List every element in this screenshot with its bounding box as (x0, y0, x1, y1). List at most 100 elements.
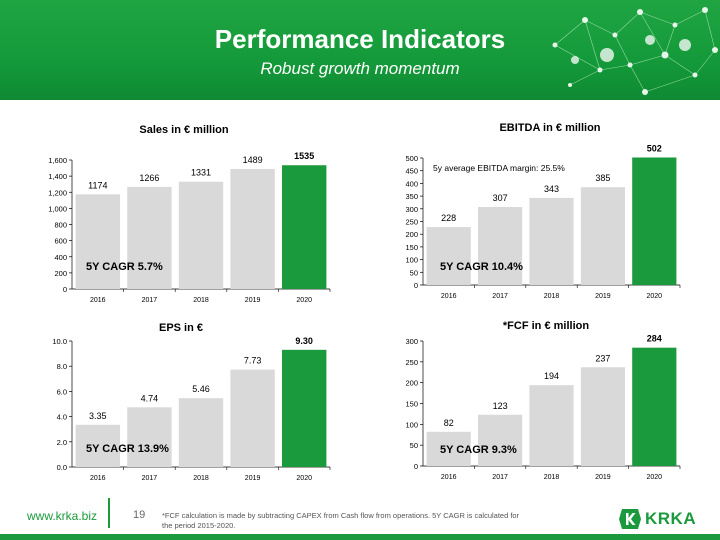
eps-y-tick-label: 8.0 (57, 362, 67, 371)
eps-bar-2020 (282, 349, 327, 467)
sales-bar-2016 (75, 194, 120, 289)
sales-y-tick-label: 1,000 (48, 204, 67, 213)
fcf-bar-2017 (477, 414, 523, 466)
eps-chart: EPS in € 0.0 2.0 4.0 6.0 8.0 10.0 2016 3.35 2017 4… (0, 315, 360, 490)
fcf-x-tick-label: 2018 (544, 474, 560, 481)
molecule-network-decoration (552, 7, 718, 95)
ebitda-x-tick-label: 2016 (441, 293, 457, 300)
sales-y-tick-label: 200 (54, 269, 67, 278)
eps-y-tick-label: 0.0 (57, 463, 67, 472)
footer-line (0, 534, 720, 540)
fcf-y-tick-label: 300 (405, 337, 418, 346)
eps-x-tick-label: 2019 (245, 475, 261, 482)
sales-y-tick-label: 1,200 (48, 188, 67, 197)
ebitda-x-tick-label: 2020 (647, 293, 663, 300)
fcf-cagr-annotation: 5Y CAGR 9.3% (440, 444, 517, 456)
fcf-data-label: 194 (544, 371, 559, 381)
sales-data-label: 1535 (294, 151, 314, 161)
ebitda-x-tick-label: 2019 (595, 293, 611, 300)
website-link[interactable]: www.krka.biz (27, 509, 98, 523)
fcf-x-tick-label: 2017 (492, 474, 508, 481)
eps-data-label: 7.73 (244, 356, 262, 366)
eps-y-tick-label: 10.0 (52, 337, 67, 346)
sales-y-tick-label: 400 (54, 253, 67, 262)
fcf-footnote: *FCF calculation is made by subtracting … (162, 511, 520, 530)
sales-chart-title: Sales in € million (139, 124, 229, 136)
eps-x-tick-label: 2018 (193, 475, 209, 482)
fcf-data-label: 237 (595, 353, 610, 363)
ebitda-y-tick-label: 200 (405, 230, 418, 239)
ebitda-data-label: 307 (493, 193, 508, 203)
ebitda-data-label: 343 (544, 184, 559, 194)
ebitda-y-tick-label: 500 (405, 154, 418, 163)
sales-data-label: 1266 (139, 173, 159, 183)
sales-y-tick-label: 0 (63, 285, 67, 294)
eps-y-tick-label: 4.0 (57, 413, 67, 422)
fcf-y-tick-label: 100 (405, 420, 418, 429)
eps-bar-2017 (127, 407, 172, 467)
ebitda-bar-2020 (632, 157, 677, 285)
ebitda-y-tick-label: 350 (405, 192, 418, 201)
ebitda-chart: EBITDA in € million 0 50 100 150 200 250 300 350… (360, 115, 720, 310)
ebitda-bar-2016 (426, 227, 471, 285)
eps-chart-title: EPS in € (159, 322, 203, 334)
ebitda-margin-annotation: 5y average EBITDA margin: 25.5% (433, 163, 565, 173)
fcf-y-tick-label: 50 (410, 441, 418, 450)
ebitda-y-tick-label: 250 (405, 218, 418, 227)
page-subtitle: Robust growth momentum (260, 59, 460, 78)
krka-logo-text: KRKA (645, 509, 697, 528)
sales-data-label: 1174 (88, 180, 107, 190)
sales-x-tick-label: 2017 (142, 297, 158, 304)
eps-x-tick-label: 2017 (142, 475, 158, 482)
header-band: Performance Indicators Robust growth mom… (0, 0, 720, 100)
page-title: Performance Indicators (214, 24, 506, 54)
ebitda-y-tick-label: 150 (405, 243, 418, 252)
sales-y-tick-label: 600 (54, 237, 67, 246)
sales-x-tick-label: 2018 (193, 297, 209, 304)
sales-data-label: 1331 (191, 168, 211, 178)
eps-bar-2016 (75, 424, 120, 467)
ebitda-y-tick-label: 400 (405, 179, 418, 188)
eps-bar-2018 (178, 398, 224, 467)
page-number: 19 (133, 509, 146, 521)
eps-data-label: 5.46 (192, 384, 210, 394)
ebitda-data-label: 502 (647, 143, 662, 153)
ebitda-y-tick-label: 0 (414, 281, 418, 290)
eps-bar-2019 (230, 369, 275, 467)
eps-x-tick-label: 2020 (296, 475, 312, 482)
ebitda-bar-2017 (477, 207, 523, 285)
eps-y-tick-label: 2.0 (57, 438, 67, 447)
sales-data-label: 1489 (243, 155, 263, 165)
sales-chart-svg: Sales in € million 0 200 400 600 800 1,000 1,20… (48, 124, 331, 304)
ebitda-bar-2019 (580, 187, 626, 285)
ebitda-y-tick-label: 100 (405, 256, 418, 265)
sales-bar-2020 (282, 165, 327, 289)
ebitda-x-tick-label: 2017 (492, 293, 508, 300)
footer-divider (108, 498, 110, 528)
sales-bar-2018 (178, 181, 224, 289)
fcf-x-tick-label: 2020 (647, 474, 663, 481)
krka-logo: KRKA (618, 508, 698, 530)
sales-y-tick-label: 800 (54, 221, 67, 230)
eps-data-label: 4.74 (141, 393, 159, 403)
ebitda-data-label: 228 (441, 213, 456, 223)
eps-y-tick-label: 6.0 (57, 387, 67, 396)
krka-logo-icon (619, 509, 641, 529)
fcf-bar-2019 (580, 367, 626, 466)
fcf-data-label: 82 (444, 418, 454, 428)
eps-data-label: 3.35 (89, 411, 107, 421)
ebitda-x-tick-label: 2018 (544, 293, 560, 300)
fcf-bar-2018 (529, 385, 574, 466)
ebitda-y-tick-label: 50 (410, 268, 418, 277)
ebitda-data-label: 385 (595, 173, 610, 183)
sales-chart: Sales in € million 0 200 400 600 800 1,000 1,20… (0, 115, 360, 310)
fcf-chart: *FCF in € million 0 50 100 150 200 250 300 2016 8… (360, 315, 720, 490)
eps-cagr-annotation: 5Y CAGR 13.9% (86, 443, 169, 455)
fcf-bar-2016 (426, 431, 471, 466)
eps-x-tick-label: 2016 (90, 475, 106, 482)
sales-y-tick-label: 1,400 (48, 172, 67, 181)
sales-cagr-annotation: 5Y CAGR 5.7% (86, 261, 163, 273)
ebitda-bar-2018 (529, 197, 574, 285)
sales-y-tick-label: 1,600 (48, 156, 67, 165)
